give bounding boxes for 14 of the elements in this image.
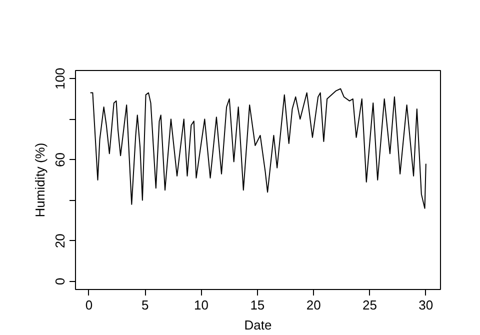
x-tick-label: 15 — [250, 298, 265, 312]
x-tick-label: 0 — [85, 298, 93, 312]
x-tick-label: 5 — [142, 298, 149, 312]
x-tick-label: 10 — [194, 298, 209, 312]
line-series — [90, 88, 426, 209]
y-tick-label: 60 — [52, 152, 68, 167]
x-tick-label: 25 — [362, 298, 377, 312]
y-axis-title: Humidity (%) — [32, 142, 48, 218]
y-tick-label: 20 — [52, 234, 68, 248]
x-axis-title: Date — [244, 318, 272, 332]
y-tick-label: 100 — [52, 68, 68, 90]
x-tick-label: 20 — [306, 298, 321, 312]
y-tick-label: 0 — [52, 278, 68, 286]
x-tick-label: 30 — [418, 298, 434, 312]
